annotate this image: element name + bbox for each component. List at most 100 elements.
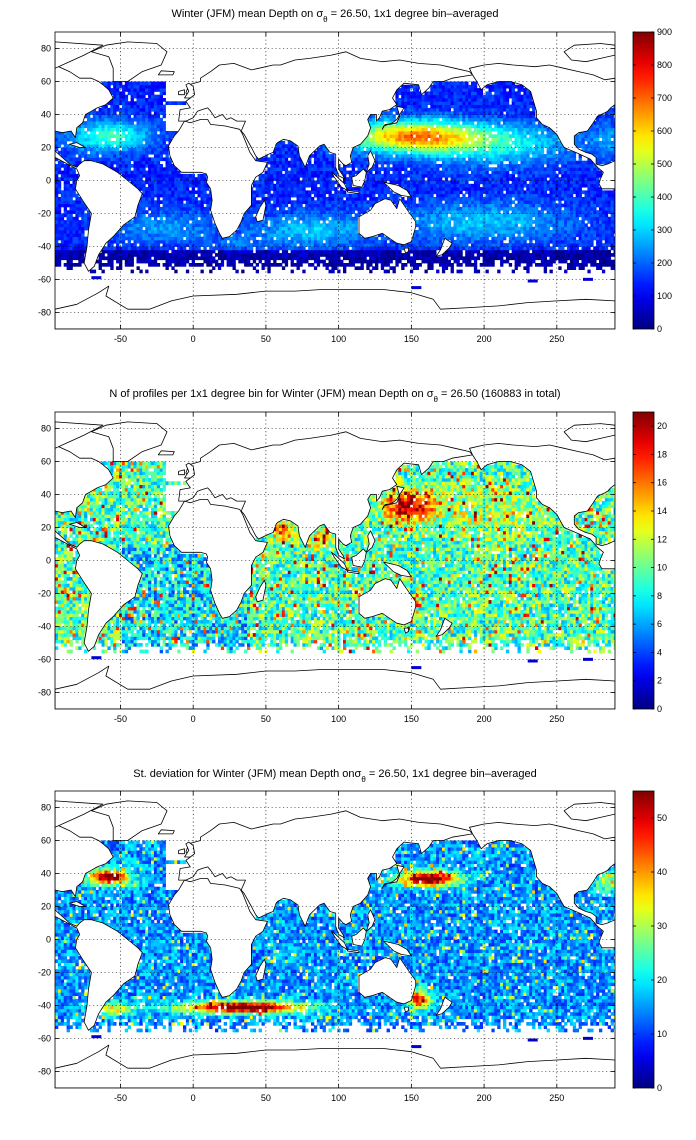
heatmap-cell — [142, 190, 146, 195]
heatmap-cell — [145, 88, 149, 92]
heatmap-cell — [142, 216, 146, 221]
heatmap-cell — [127, 140, 132, 145]
heatmap-cell — [366, 203, 370, 208]
heatmap-cell — [75, 256, 79, 261]
heatmap-cell — [462, 150, 466, 155]
heatmap-cell — [281, 150, 286, 155]
heatmap-cell — [404, 160, 408, 165]
heatmap-cell — [104, 117, 108, 122]
heatmap-cell — [252, 206, 257, 211]
heatmap-cell — [427, 183, 431, 188]
heatmap-cell — [465, 180, 469, 185]
heatmap-cell — [471, 200, 475, 204]
heatmap-cell — [156, 236, 161, 241]
heatmap-cell — [142, 94, 146, 99]
heatmap-cell — [363, 206, 367, 211]
heatmap-cell — [84, 216, 88, 221]
heatmap-cell — [398, 140, 402, 145]
heatmap-cell — [337, 223, 341, 228]
heatmap-cell — [398, 137, 402, 142]
heatmap-cell — [284, 147, 289, 152]
heatmap-cell — [177, 210, 181, 214]
heatmap-cell — [436, 173, 440, 178]
heatmap-cell — [313, 183, 318, 188]
heatmap-cell — [439, 197, 443, 201]
heatmap-cell — [436, 154, 440, 158]
heatmap-cell — [479, 236, 484, 241]
heatmap-cell — [351, 246, 356, 251]
heatmap-cell — [412, 101, 417, 105]
heatmap-cell — [284, 216, 289, 221]
heatmap-cell — [264, 220, 268, 224]
heatmap-cell — [313, 160, 318, 165]
heatmap-cell — [113, 127, 117, 132]
heatmap-cell — [427, 91, 431, 96]
heatmap-cell — [439, 121, 443, 125]
heatmap-cell — [247, 259, 251, 264]
heatmap-cell — [366, 259, 370, 264]
heatmap-cell — [412, 187, 417, 191]
heatmap-cell — [345, 170, 350, 175]
heatmap-cell — [328, 154, 332, 158]
heatmap-cell — [409, 200, 414, 204]
heatmap-cell — [351, 263, 356, 267]
heatmap-cell — [325, 197, 329, 201]
heatmap-cell — [156, 226, 161, 231]
heatmap-cell — [156, 121, 161, 125]
heatmap-cell — [78, 263, 82, 267]
heatmap-cell — [421, 246, 425, 251]
heatmap-cell — [372, 266, 376, 270]
heatmap-cell — [436, 187, 440, 191]
heatmap-cell — [247, 256, 251, 261]
heatmap-cell — [119, 101, 123, 105]
heatmap-cell — [375, 246, 379, 251]
heatmap-cell — [55, 213, 59, 218]
heatmap-cell — [252, 236, 257, 241]
heatmap-cell — [276, 223, 280, 228]
heatmap-cell — [313, 253, 318, 257]
heatmap-cell — [139, 164, 143, 168]
heatmap-cell — [436, 203, 440, 208]
heatmap-cell — [139, 107, 143, 112]
heatmap-cell — [322, 233, 326, 237]
heatmap-cell — [165, 193, 169, 198]
heatmap-cell — [194, 246, 198, 251]
heatmap-cell — [153, 203, 158, 208]
heatmap-cell — [305, 253, 309, 257]
heatmap-cell — [299, 216, 303, 221]
heatmap-cell — [372, 144, 376, 148]
heatmap-cell — [142, 213, 146, 218]
heatmap-cell — [436, 213, 440, 218]
heatmap-cell — [462, 91, 466, 96]
heatmap-cell — [159, 177, 164, 181]
heatmap-cell — [363, 246, 367, 251]
heatmap-cell — [395, 127, 399, 132]
heatmap-cell — [104, 134, 108, 138]
heatmap-cell — [139, 246, 143, 251]
heatmap-cell — [418, 190, 422, 195]
heatmap-cell — [130, 226, 134, 231]
heatmap-cell — [78, 206, 82, 211]
heatmap-cell — [180, 220, 184, 224]
heatmap-cell — [287, 177, 292, 181]
heatmap-cell — [418, 220, 422, 224]
heatmap-cell — [55, 236, 59, 241]
heatmap-cell — [168, 243, 172, 247]
heatmap-cell — [174, 263, 178, 267]
heatmap-cell — [235, 256, 239, 261]
heatmap-cell — [392, 117, 396, 122]
heatmap-cell — [162, 233, 166, 237]
heatmap-cell — [171, 101, 175, 105]
heatmap-cell — [456, 167, 460, 171]
heatmap-cell — [412, 183, 417, 188]
heatmap-cell — [441, 88, 446, 92]
heatmap-cell — [133, 226, 137, 231]
heatmap-cell — [232, 239, 236, 244]
heatmap-cell — [316, 226, 321, 231]
heatmap-cell — [162, 220, 166, 224]
heatmap-cell — [459, 137, 463, 142]
heatmap-cell — [462, 173, 466, 178]
heatmap-cell — [383, 253, 388, 257]
heatmap-cell — [174, 193, 178, 198]
heatmap-cell — [343, 239, 347, 244]
